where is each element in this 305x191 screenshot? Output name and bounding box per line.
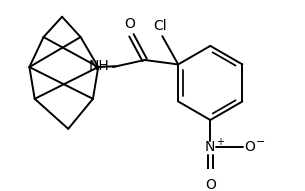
- Text: +: +: [216, 137, 224, 147]
- Text: O: O: [205, 178, 216, 191]
- Text: O: O: [245, 140, 256, 154]
- Text: NH: NH: [89, 59, 109, 73]
- Text: O: O: [124, 17, 135, 31]
- Text: −: −: [256, 137, 266, 147]
- Text: Cl: Cl: [154, 19, 167, 33]
- Text: N: N: [204, 140, 215, 154]
